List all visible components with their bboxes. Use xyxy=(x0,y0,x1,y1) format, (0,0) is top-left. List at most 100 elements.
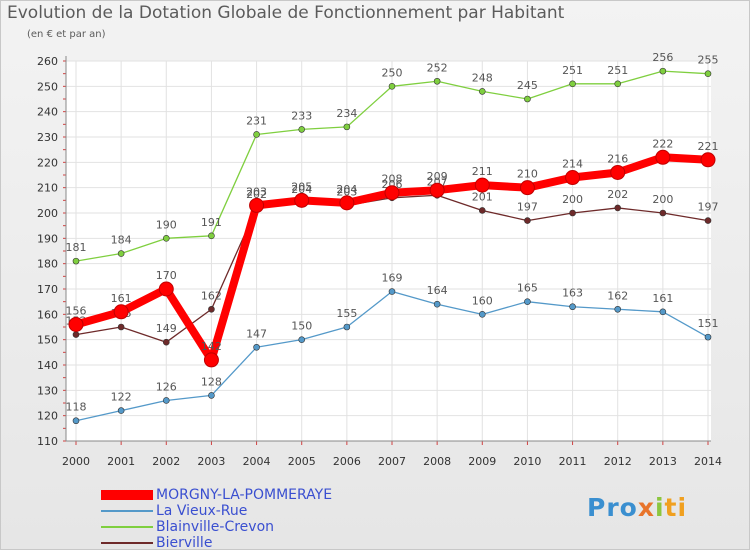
y-tick-label: 250 xyxy=(37,80,58,93)
legend-swatch-blainville-crevon xyxy=(101,526,153,528)
x-tick-label: 2005 xyxy=(288,455,316,468)
y-tick-label: 260 xyxy=(37,55,58,68)
data-point-bierville xyxy=(117,323,125,331)
proxiti-logo: Proxiti xyxy=(587,493,688,522)
x-tick-label: 2000 xyxy=(62,455,90,468)
data-point-la-vieux-rue xyxy=(433,300,441,308)
data-point-morgny-la-pommeraye xyxy=(68,316,84,332)
plot-area xyxy=(66,61,711,441)
legend-label-la-vieux-rue: La Vieux-Rue xyxy=(156,503,248,519)
data-point-la-vieux-rue xyxy=(614,305,622,313)
data-point-morgny-la-pommeraye xyxy=(519,180,535,196)
data-point-bierville xyxy=(569,209,576,217)
y-tick-label: 240 xyxy=(37,106,58,119)
data-point-morgny-la-pommeraye xyxy=(158,281,174,297)
data-label-la-vieux-rue: 165 xyxy=(517,282,538,295)
series-blainville-crevon: 181 184 190 191 231 233 234 250 252 248 245 251 251 2… xyxy=(66,51,719,265)
data-point-blainville-crevon xyxy=(524,95,531,103)
x-tick-label: 2003 xyxy=(197,455,225,468)
data-label-morgny-la-pommeraye: 142 xyxy=(201,340,222,353)
data-point-la-vieux-rue xyxy=(162,397,170,404)
data-point-blainville-crevon xyxy=(433,77,441,85)
data-label-blainville-crevon: 245 xyxy=(517,79,538,92)
data-label-bierville: 204 xyxy=(291,183,312,196)
y-tick-label: 190 xyxy=(37,232,58,245)
data-label-blainville-crevon: 248 xyxy=(472,71,493,84)
legend-swatch-la-vieux-rue xyxy=(101,510,153,512)
data-point-blainville-crevon xyxy=(614,80,622,88)
data-point-la-vieux-rue xyxy=(524,298,531,305)
data-label-bierville: 149 xyxy=(156,322,177,335)
legend-item-bierville: Bierville xyxy=(101,535,332,550)
chart-title: Evolution de la Dotation Globale de Fonc… xyxy=(7,3,565,23)
data-label-bierville: 203 xyxy=(336,185,357,198)
y-tick-label: 140 xyxy=(37,359,58,372)
x-tick-label: 2001 xyxy=(107,455,135,468)
data-point-la-vieux-rue xyxy=(253,343,260,351)
x-tick-label: 2009 xyxy=(468,455,496,468)
data-label-blainville-crevon: 191 xyxy=(201,216,222,229)
data-label-morgny-la-pommeraye: 203 xyxy=(246,185,267,198)
data-point-morgny-la-pommeraye xyxy=(203,352,219,368)
data-label-morgny-la-pommeraye: 205 xyxy=(291,180,312,193)
data-point-la-vieux-rue xyxy=(704,333,712,341)
data-label-morgny-la-pommeraye: 210 xyxy=(517,168,538,181)
x-tick-label: 2012 xyxy=(604,455,632,468)
data-point-morgny-la-pommeraye xyxy=(429,182,445,198)
data-label-la-vieux-rue: 150 xyxy=(291,320,312,333)
data-label-bierville: 202 xyxy=(246,188,267,201)
data-point-morgny-la-pommeraye xyxy=(339,195,355,211)
data-label-morgny-la-pommeraye: 214 xyxy=(562,158,583,171)
y-tick-label: 160 xyxy=(37,308,58,321)
x-tick-label: 2004 xyxy=(243,455,271,468)
data-label-bierville: 200 xyxy=(652,193,673,206)
chart-legend: MORGNY-LA-POMMERAYE La Vieux-Rue Blainvill… xyxy=(101,487,333,550)
data-point-la-vieux-rue xyxy=(72,417,80,425)
data-label-la-vieux-rue: 122 xyxy=(111,391,132,404)
legend-item-la-vieux-rue: La Vieux-Rue xyxy=(101,503,332,519)
y-tick-label: 220 xyxy=(37,156,58,169)
y-tick-label: 150 xyxy=(37,334,58,347)
x-tick-label: 2014 xyxy=(694,455,722,468)
x-tick-label: 2013 xyxy=(649,455,677,468)
data-label-morgny-la-pommeraye: 161 xyxy=(111,292,132,305)
data-label-blainville-crevon: 233 xyxy=(291,109,312,122)
data-label-bierville: 162 xyxy=(201,289,222,302)
data-point-blainville-crevon xyxy=(569,80,576,88)
legend-label-morgny-la-pommeraye: MORGNY-LA-POMMERAYE xyxy=(156,487,333,503)
data-label-morgny-la-pommeraye: 221 xyxy=(698,140,719,153)
legend-label-blainville-crevon: Blainville-Crevon xyxy=(156,519,275,535)
data-label-la-vieux-rue: 162 xyxy=(607,289,628,302)
y-tick-label: 120 xyxy=(37,410,58,423)
data-point-blainville-crevon xyxy=(343,123,351,131)
data-point-bierville xyxy=(208,305,215,313)
data-point-blainville-crevon xyxy=(117,250,125,257)
legend-item-blainville-crevon: Blainville-Crevon xyxy=(101,519,332,535)
data-point-blainville-crevon xyxy=(208,232,215,240)
y-tick-label: 210 xyxy=(37,182,58,195)
data-point-blainville-crevon xyxy=(659,67,667,75)
data-label-la-vieux-rue: 118 xyxy=(66,401,87,414)
y-tick-label: 200 xyxy=(37,207,58,220)
data-point-blainville-crevon xyxy=(388,83,396,90)
data-label-blainville-crevon: 250 xyxy=(382,66,403,79)
x-tick-label: 2006 xyxy=(333,455,361,468)
data-label-morgny-la-pommeraye: 209 xyxy=(427,170,448,183)
data-label-bierville: 201 xyxy=(472,190,493,203)
data-label-blainville-crevon: 251 xyxy=(562,64,583,77)
data-label-morgny-la-pommeraye: 208 xyxy=(382,173,403,186)
data-point-morgny-la-pommeraye xyxy=(384,185,400,201)
data-point-bierville xyxy=(478,207,486,214)
data-point-la-vieux-rue xyxy=(208,392,215,399)
data-label-la-vieux-rue: 163 xyxy=(562,287,583,300)
data-label-bierville: 200 xyxy=(562,193,583,206)
data-point-blainville-crevon xyxy=(72,257,80,265)
data-label-blainville-crevon: 234 xyxy=(336,107,357,120)
legend-label-bierville: Bierville xyxy=(156,535,213,550)
data-point-la-vieux-rue xyxy=(478,311,486,318)
data-point-bierville xyxy=(704,217,712,224)
data-point-la-vieux-rue xyxy=(659,308,667,316)
data-label-blainville-crevon: 184 xyxy=(111,234,132,247)
